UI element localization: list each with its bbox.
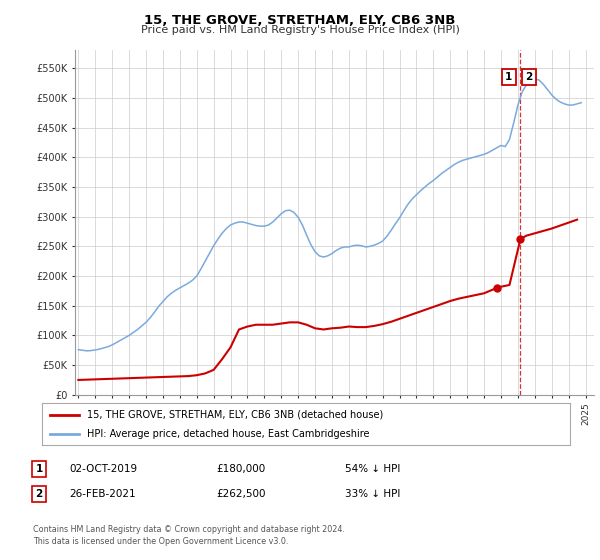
Text: 54% ↓ HPI: 54% ↓ HPI bbox=[345, 464, 400, 474]
Text: 2: 2 bbox=[35, 489, 43, 499]
Text: 1: 1 bbox=[505, 72, 512, 82]
Text: 26-FEB-2021: 26-FEB-2021 bbox=[69, 489, 136, 499]
Text: 33% ↓ HPI: 33% ↓ HPI bbox=[345, 489, 400, 499]
Text: 15, THE GROVE, STRETHAM, ELY, CB6 3NB: 15, THE GROVE, STRETHAM, ELY, CB6 3NB bbox=[145, 14, 455, 27]
Text: Contains HM Land Registry data © Crown copyright and database right 2024.
This d: Contains HM Land Registry data © Crown c… bbox=[33, 525, 345, 546]
Text: £180,000: £180,000 bbox=[216, 464, 265, 474]
Text: 1: 1 bbox=[35, 464, 43, 474]
Text: HPI: Average price, detached house, East Cambridgeshire: HPI: Average price, detached house, East… bbox=[87, 429, 370, 439]
Text: Price paid vs. HM Land Registry's House Price Index (HPI): Price paid vs. HM Land Registry's House … bbox=[140, 25, 460, 35]
Text: £262,500: £262,500 bbox=[216, 489, 265, 499]
Text: 15, THE GROVE, STRETHAM, ELY, CB6 3NB (detached house): 15, THE GROVE, STRETHAM, ELY, CB6 3NB (d… bbox=[87, 409, 383, 419]
Text: 2: 2 bbox=[526, 72, 533, 82]
Text: 02-OCT-2019: 02-OCT-2019 bbox=[69, 464, 137, 474]
